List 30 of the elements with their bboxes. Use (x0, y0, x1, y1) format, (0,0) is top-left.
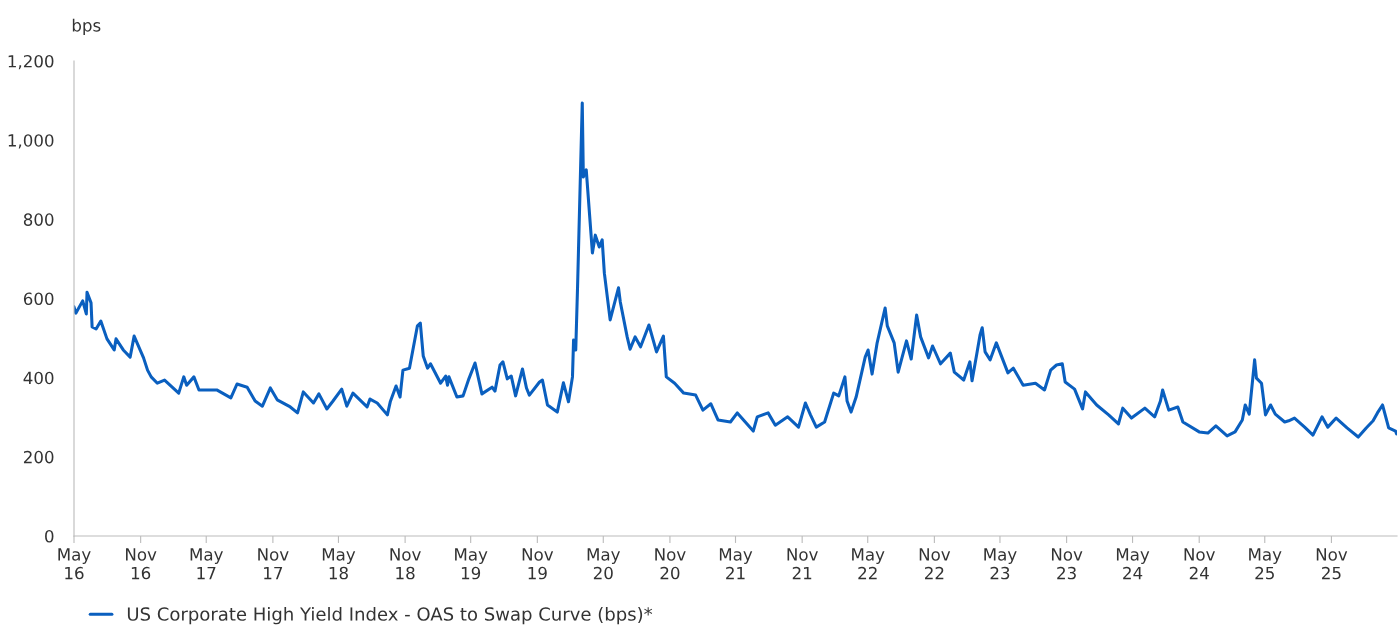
x-tick-label: Nov 17 (258, 548, 289, 580)
x-tick-label: May 24 (1116, 548, 1150, 580)
x-tick-label: May 22 (852, 548, 885, 580)
x-tick-label: Nov 21 (787, 548, 818, 580)
x-tick-label: May 25 (1249, 548, 1282, 580)
legend-label: US Corporate High Yield Index - OAS to Swap Curve (bps)* (127, 606, 653, 625)
x-tick-label: Nov 16 (126, 548, 157, 580)
x-tick-label: May 16 (58, 548, 91, 580)
x-tick-label: Nov 18 (390, 548, 421, 580)
y-tick-label: 1,000 (8, 134, 54, 149)
line-series (74, 101, 1397, 439)
y-tick-label: 800 (23, 213, 54, 226)
x-tick-label: Nov 24 (1184, 548, 1215, 580)
y-tick-label: 600 (23, 292, 54, 306)
x-tick-label: May 20 (587, 548, 620, 580)
y-tick-label: 1,200 (8, 54, 54, 70)
x-tick-label: Nov 20 (655, 548, 686, 580)
y-tick-label: 200 (23, 450, 54, 464)
x-tick-label: Nov 19 (522, 548, 554, 580)
x-tick-label: May 18 (322, 548, 356, 580)
x-tick-label: Nov 22 (919, 548, 951, 580)
x-tick-label: Nov 23 (1051, 548, 1083, 580)
x-tick-label: Nov 25 (1316, 548, 1348, 580)
x-tick-label: May 19 (455, 548, 488, 580)
x-tick-label: May 21 (719, 548, 753, 580)
x-tick-label: May 23 (984, 548, 1017, 580)
x-tick-label: May 17 (190, 548, 223, 580)
y-tick-label: 0 (45, 529, 54, 543)
y-axis-title: bps (72, 18, 101, 35)
y-tick-label: 400 (23, 371, 54, 385)
